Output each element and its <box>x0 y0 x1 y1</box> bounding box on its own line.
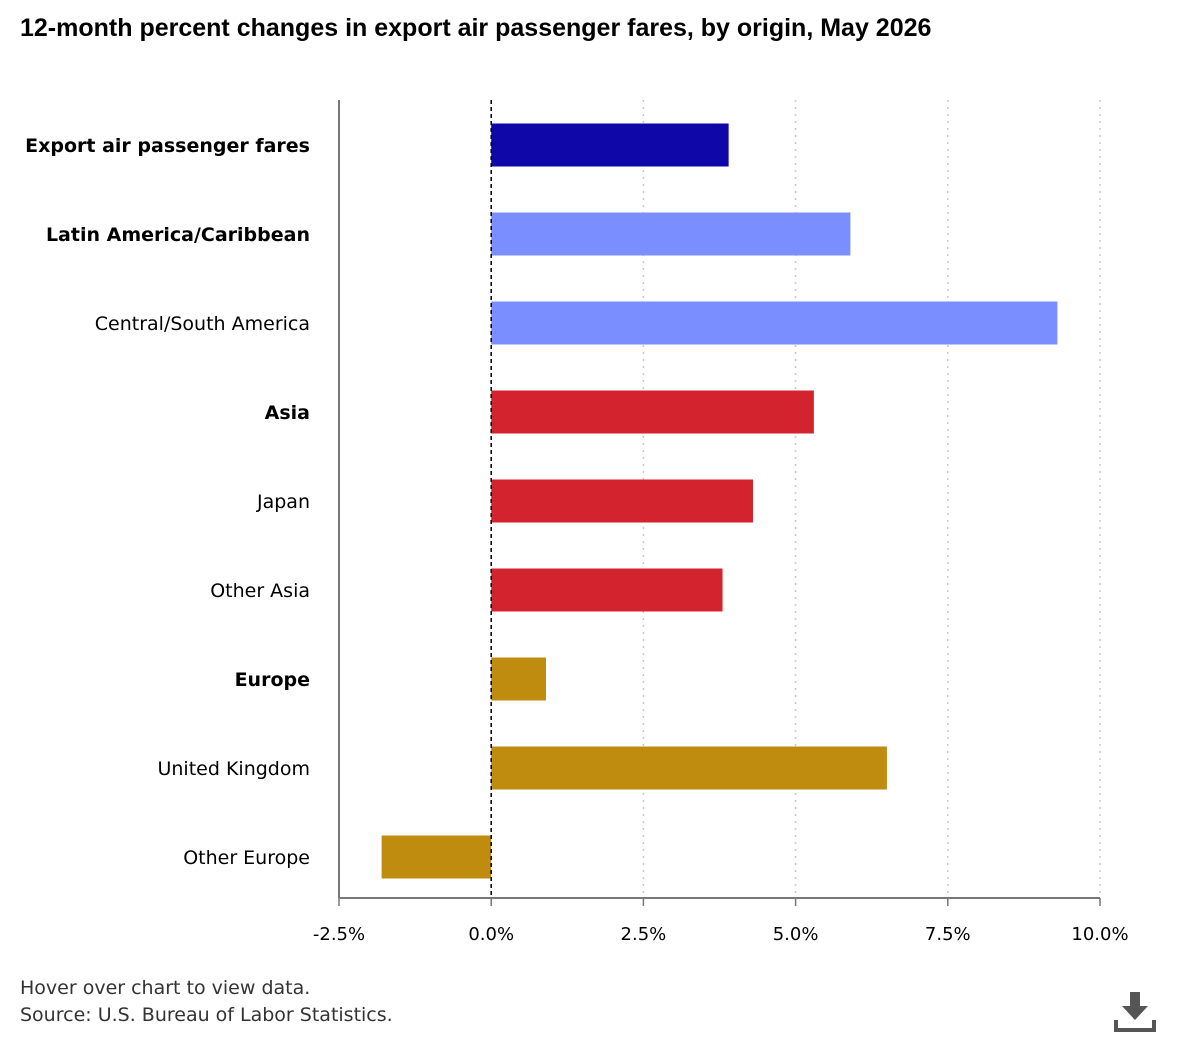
category-label: Japan <box>256 491 310 513</box>
bars <box>381 123 1058 879</box>
category-label: Other Asia <box>210 580 310 602</box>
bar[interactable] <box>491 123 729 167</box>
x-tick-labels: -2.5% 0.0% 2.5% 5.0% 7.5% 10.0% <box>313 924 1129 945</box>
category-label: Asia <box>265 402 310 424</box>
category-label: Latin America/Caribbean <box>46 224 310 246</box>
x-tick-label: 7.5% <box>925 924 971 945</box>
chart-footer: Hover over chart to view data. Source: U… <box>20 975 393 1029</box>
x-tick-label: 5.0% <box>773 924 819 945</box>
bar[interactable] <box>491 479 753 523</box>
source-note: Source: U.S. Bureau of Labor Statistics. <box>20 1004 393 1026</box>
x-tick-label: -2.5% <box>313 924 365 945</box>
bar[interactable] <box>491 568 723 612</box>
category-label: Export air passenger fares <box>25 135 310 157</box>
download-button[interactable] <box>1112 990 1158 1036</box>
category-label: Central/South America <box>95 313 310 335</box>
category-labels: Export air passenger fares Latin America/… <box>25 135 310 869</box>
category-label: Other Europe <box>183 847 310 869</box>
bar[interactable] <box>491 212 851 256</box>
x-tick-label: 0.0% <box>468 924 514 945</box>
bar[interactable] <box>491 301 1058 345</box>
bar[interactable] <box>491 657 546 701</box>
x-tick-label: 2.5% <box>621 924 667 945</box>
bar[interactable] <box>381 835 492 879</box>
chart-title: 12-month percent changes in export air p… <box>20 14 932 42</box>
category-label: Europe <box>235 669 310 691</box>
hover-hint: Hover over chart to view data. <box>20 977 311 999</box>
bar[interactable] <box>491 390 814 434</box>
download-icon <box>1114 992 1156 1032</box>
x-tick-label: 10.0% <box>1071 924 1128 945</box>
bar[interactable] <box>491 746 887 790</box>
axes <box>338 100 1101 906</box>
category-label: United Kingdom <box>157 758 310 780</box>
bar-chart[interactable]: Export air passenger fares Latin America/… <box>0 0 1180 960</box>
